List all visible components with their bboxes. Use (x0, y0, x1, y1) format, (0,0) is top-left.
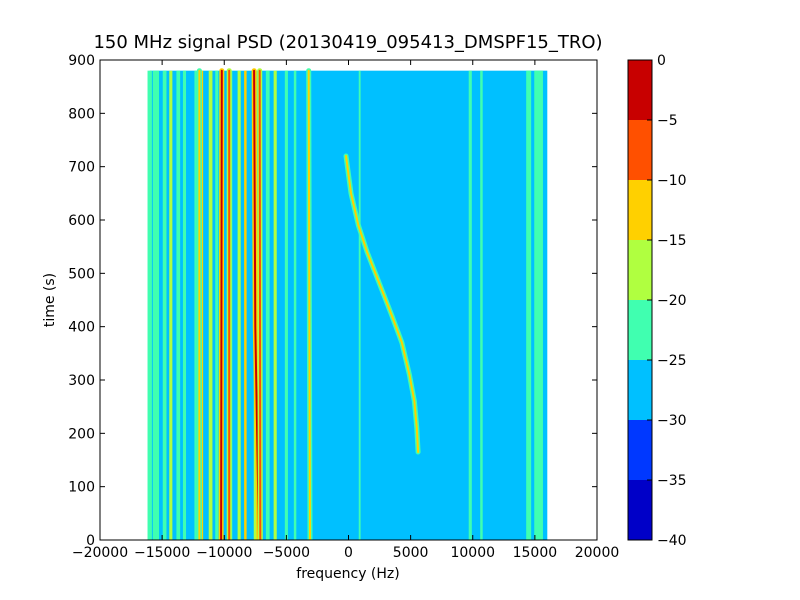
colorbar-band (628, 480, 652, 540)
colorbar-band (628, 420, 652, 480)
noise-column-16 (284, 70, 288, 540)
noise-column-5 (182, 70, 187, 540)
y-tick-label: 500 (68, 266, 95, 282)
colorbar-band (628, 120, 652, 180)
y-tick-label: 600 (68, 213, 95, 229)
noise-column-3 (169, 70, 173, 540)
noise-column-19 (468, 70, 472, 540)
x-tick-label: −10000 (196, 545, 252, 561)
colorbar-band (628, 300, 652, 360)
chart-title: 150 MHz signal PSD (20130419_095413_DMSP… (93, 32, 602, 53)
noise-column-20 (480, 70, 483, 540)
noise-column-1 (152, 70, 160, 540)
noise-column-21 (526, 70, 532, 540)
doppler-track (345, 155, 420, 453)
colorbar-band (628, 240, 652, 300)
noise-column-18 (358, 70, 361, 540)
colorbar-band (628, 60, 652, 120)
y-tick-label: 100 (68, 480, 95, 496)
colorbar-band (628, 360, 652, 420)
colorbar-tick-label: −25 (657, 353, 687, 369)
x-tick-label: −15000 (134, 545, 190, 561)
y-tick-label: 800 (68, 106, 95, 122)
noise-column-12 (244, 70, 247, 540)
colorbar-tick-label: 0 (657, 53, 666, 69)
noise-column-22 (534, 70, 543, 540)
y-tick-label: 900 (68, 53, 95, 69)
noise-column-15 (273, 70, 277, 540)
noise-column-2 (162, 70, 167, 540)
noise-column-14 (265, 70, 270, 540)
noise-column-6 (194, 70, 197, 540)
colorbar-tick-label: −40 (657, 533, 687, 549)
noise-column-0 (147, 70, 152, 540)
y-tick-label: 200 (68, 426, 95, 442)
colorbar-tick-label: −35 (657, 473, 687, 489)
y-tick-label: 700 (68, 160, 95, 176)
x-tick-label: 15000 (513, 545, 558, 561)
noise-column-17 (293, 70, 297, 540)
line-f (307, 69, 311, 540)
noise-column-9 (215, 70, 219, 540)
y-tick-label: 400 (68, 320, 95, 336)
x-tick-label: 5000 (393, 545, 429, 561)
x-tick-label: −5000 (263, 545, 310, 561)
axes: −20000 −15000 −10000 −5000 0 5000 10000 15000 20… (68, 53, 619, 561)
x-tick-label: 0 (344, 545, 353, 561)
x-tick-label: −20000 (72, 545, 128, 561)
line-b (220, 69, 223, 540)
x-tick-label: 10000 (450, 545, 495, 561)
spectrogram-area (147, 68, 548, 540)
y-tick-label: 0 (86, 533, 95, 549)
colorbar: −40 −35 −30 −25 −20 −15 −10 −5 0 (627, 53, 687, 549)
colorbar-tick-label: −30 (657, 413, 687, 429)
x-tick-label: 20000 (575, 545, 620, 561)
colorbar-tick-label: −20 (657, 293, 687, 309)
y-axis-label: time (s) (42, 273, 58, 327)
x-axis-label: frequency (Hz) (296, 566, 399, 582)
colorbar-band (628, 180, 652, 240)
colorbar-tick-label: −5 (657, 113, 678, 129)
line-e (258, 69, 262, 540)
colorbar-tick-label: −15 (657, 233, 687, 249)
noise-column-8 (208, 70, 213, 540)
y-tick-label: 300 (68, 373, 95, 389)
colorbar-tick-label: −10 (657, 173, 687, 189)
noise-column-4 (176, 70, 181, 540)
noise-column-11 (237, 70, 241, 540)
